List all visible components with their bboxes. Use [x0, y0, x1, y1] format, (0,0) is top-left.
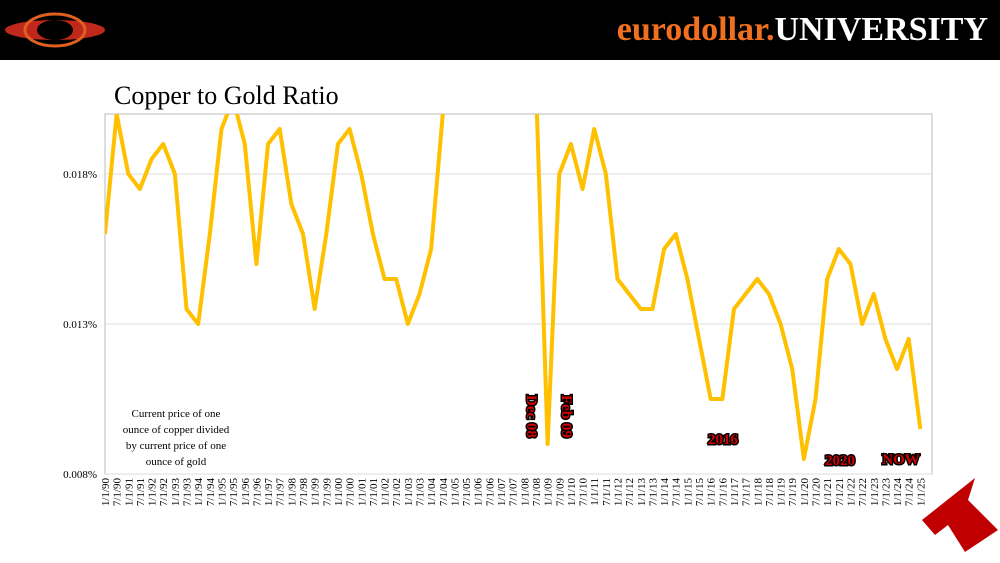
x-tick-label: 1/1/15 — [682, 478, 694, 507]
annotation: Feb 09 — [558, 395, 574, 438]
x-tick-label: 7/1/97 — [275, 478, 287, 507]
x-tick-label: 1/1/22 — [845, 478, 857, 506]
x-tick-label: 7/1/18 — [764, 478, 776, 507]
x-tick-label: 7/1/00 — [345, 478, 357, 507]
annotation: 2020 — [825, 453, 855, 469]
y-tick-label: 0.008% — [63, 469, 97, 481]
x-tick-label: 7/1/08 — [531, 478, 543, 507]
x-tick-label: 1/1/90 — [100, 478, 112, 507]
x-tick-label: 1/1/20 — [799, 478, 811, 507]
header-bar — [0, 0, 1000, 60]
x-tick-label: 1/1/19 — [776, 478, 788, 507]
x-tick-label: 7/1/15 — [694, 478, 706, 507]
x-tick-label: 7/1/07 — [508, 478, 520, 507]
x-tick-label: 7/1/19 — [787, 478, 799, 507]
note-line: ounce of copper divided — [123, 424, 230, 436]
arrow — [922, 478, 998, 552]
x-tick-label: 1/1/24 — [892, 478, 904, 507]
x-tick-label: 1/1/98 — [286, 478, 298, 507]
x-tick-label: 7/1/99 — [321, 478, 333, 507]
x-tick-label: 1/1/25 — [915, 478, 927, 507]
x-tick-label: 7/1/95 — [228, 478, 240, 507]
x-tick-label: 7/1/22 — [857, 478, 869, 506]
x-tick-label: 7/1/06 — [484, 478, 496, 507]
x-tick-label: 7/1/09 — [554, 478, 566, 507]
x-tick-label: 1/1/05 — [449, 478, 461, 507]
x-tick-label: 1/1/11 — [589, 478, 601, 506]
brand-prefix: eurodollar. — [617, 11, 775, 48]
x-tick-label: 1/1/91 — [123, 478, 135, 506]
x-tick-label: 1/1/97 — [263, 478, 275, 507]
x-tick-label: 1/1/09 — [543, 478, 555, 507]
x-tick-label: 7/1/14 — [671, 478, 683, 507]
x-tick-label: 1/1/23 — [869, 478, 881, 507]
x-tick-label: 1/1/10 — [566, 478, 578, 507]
x-tick-label: 1/1/94 — [193, 478, 205, 507]
x-tick-label: 7/1/20 — [811, 478, 823, 507]
x-tick-label: 7/1/01 — [368, 478, 380, 506]
x-tick-label: 7/1/90 — [112, 478, 124, 507]
x-tick-label: 1/1/13 — [636, 478, 648, 507]
x-tick-label: 7/1/12 — [624, 478, 636, 506]
x-tick-label: 7/1/16 — [717, 478, 729, 507]
x-tick-label: 7/1/05 — [461, 478, 473, 507]
chart-title: Copper to Gold Ratio — [114, 81, 339, 110]
x-tick-label: 1/1/01 — [356, 478, 368, 506]
x-tick-label: 7/1/03 — [414, 478, 426, 507]
x-tick-label: 1/1/92 — [147, 478, 159, 506]
x-tick-label: 1/1/12 — [613, 478, 625, 506]
annotation: 2016 — [708, 432, 739, 448]
x-tick-label: 1/1/99 — [310, 478, 322, 507]
x-tick-label: 7/1/98 — [298, 478, 310, 507]
brand: eurodollar.UNIVERSITY — [617, 11, 988, 48]
x-tick-label: 7/1/04 — [438, 478, 450, 507]
x-tick-label: 7/1/91 — [135, 478, 147, 506]
x-tick-label: 1/1/00 — [333, 478, 345, 507]
x-tick-label: 7/1/92 — [158, 478, 170, 506]
series-line — [105, 114, 923, 461]
x-tick-label: 7/1/93 — [182, 478, 194, 507]
brand-suffix: UNIVERSITY — [775, 11, 989, 48]
x-tick-label: 7/1/21 — [834, 478, 846, 506]
x-tick-label: 7/1/02 — [391, 478, 403, 506]
x-tick-label: 1/1/18 — [752, 478, 764, 507]
x-tick-label: 7/1/23 — [880, 478, 892, 507]
x-tick-label: 7/1/13 — [647, 478, 659, 507]
x-tick-label: 1/1/08 — [519, 478, 531, 507]
x-tick-label: 1/1/04 — [426, 478, 438, 507]
x-tick-label: 1/1/16 — [706, 478, 718, 507]
x-tick-label: 1/1/07 — [496, 478, 508, 507]
x-tick-label: 1/1/21 — [822, 478, 834, 506]
x-tick-label: 1/1/96 — [240, 478, 252, 507]
plot-frame — [104, 113, 933, 475]
x-tick-label: 1/1/93 — [170, 478, 182, 507]
x-tick-label: 1/1/95 — [216, 478, 228, 507]
x-tick-label: 7/1/96 — [251, 478, 263, 507]
annotation: NOW — [882, 452, 920, 468]
y-tick-label: 0.018% — [63, 169, 97, 181]
x-tick-label: 1/1/14 — [659, 478, 671, 507]
logo — [5, 12, 105, 48]
note-line: ounce of gold — [146, 456, 207, 468]
x-tick-label: 1/1/17 — [729, 478, 741, 507]
x-tick-label: 7/1/11 — [601, 478, 613, 506]
x-tick-label: 1/1/02 — [380, 478, 392, 506]
x-tick-label: 1/1/06 — [473, 478, 485, 507]
x-tick-label: 1/1/03 — [403, 478, 415, 507]
x-tick-label: 7/1/24 — [904, 478, 916, 507]
annotation: Dec 08 — [523, 395, 539, 438]
x-tick-label: 7/1/17 — [741, 478, 753, 507]
note-line: by current price of one — [126, 440, 226, 452]
y-tick-label: 0.013% — [63, 319, 97, 331]
x-tick-label: 7/1/10 — [578, 478, 590, 507]
x-tick-label: 7/1/94 — [205, 478, 217, 507]
note-line: Current price of one — [132, 408, 221, 420]
